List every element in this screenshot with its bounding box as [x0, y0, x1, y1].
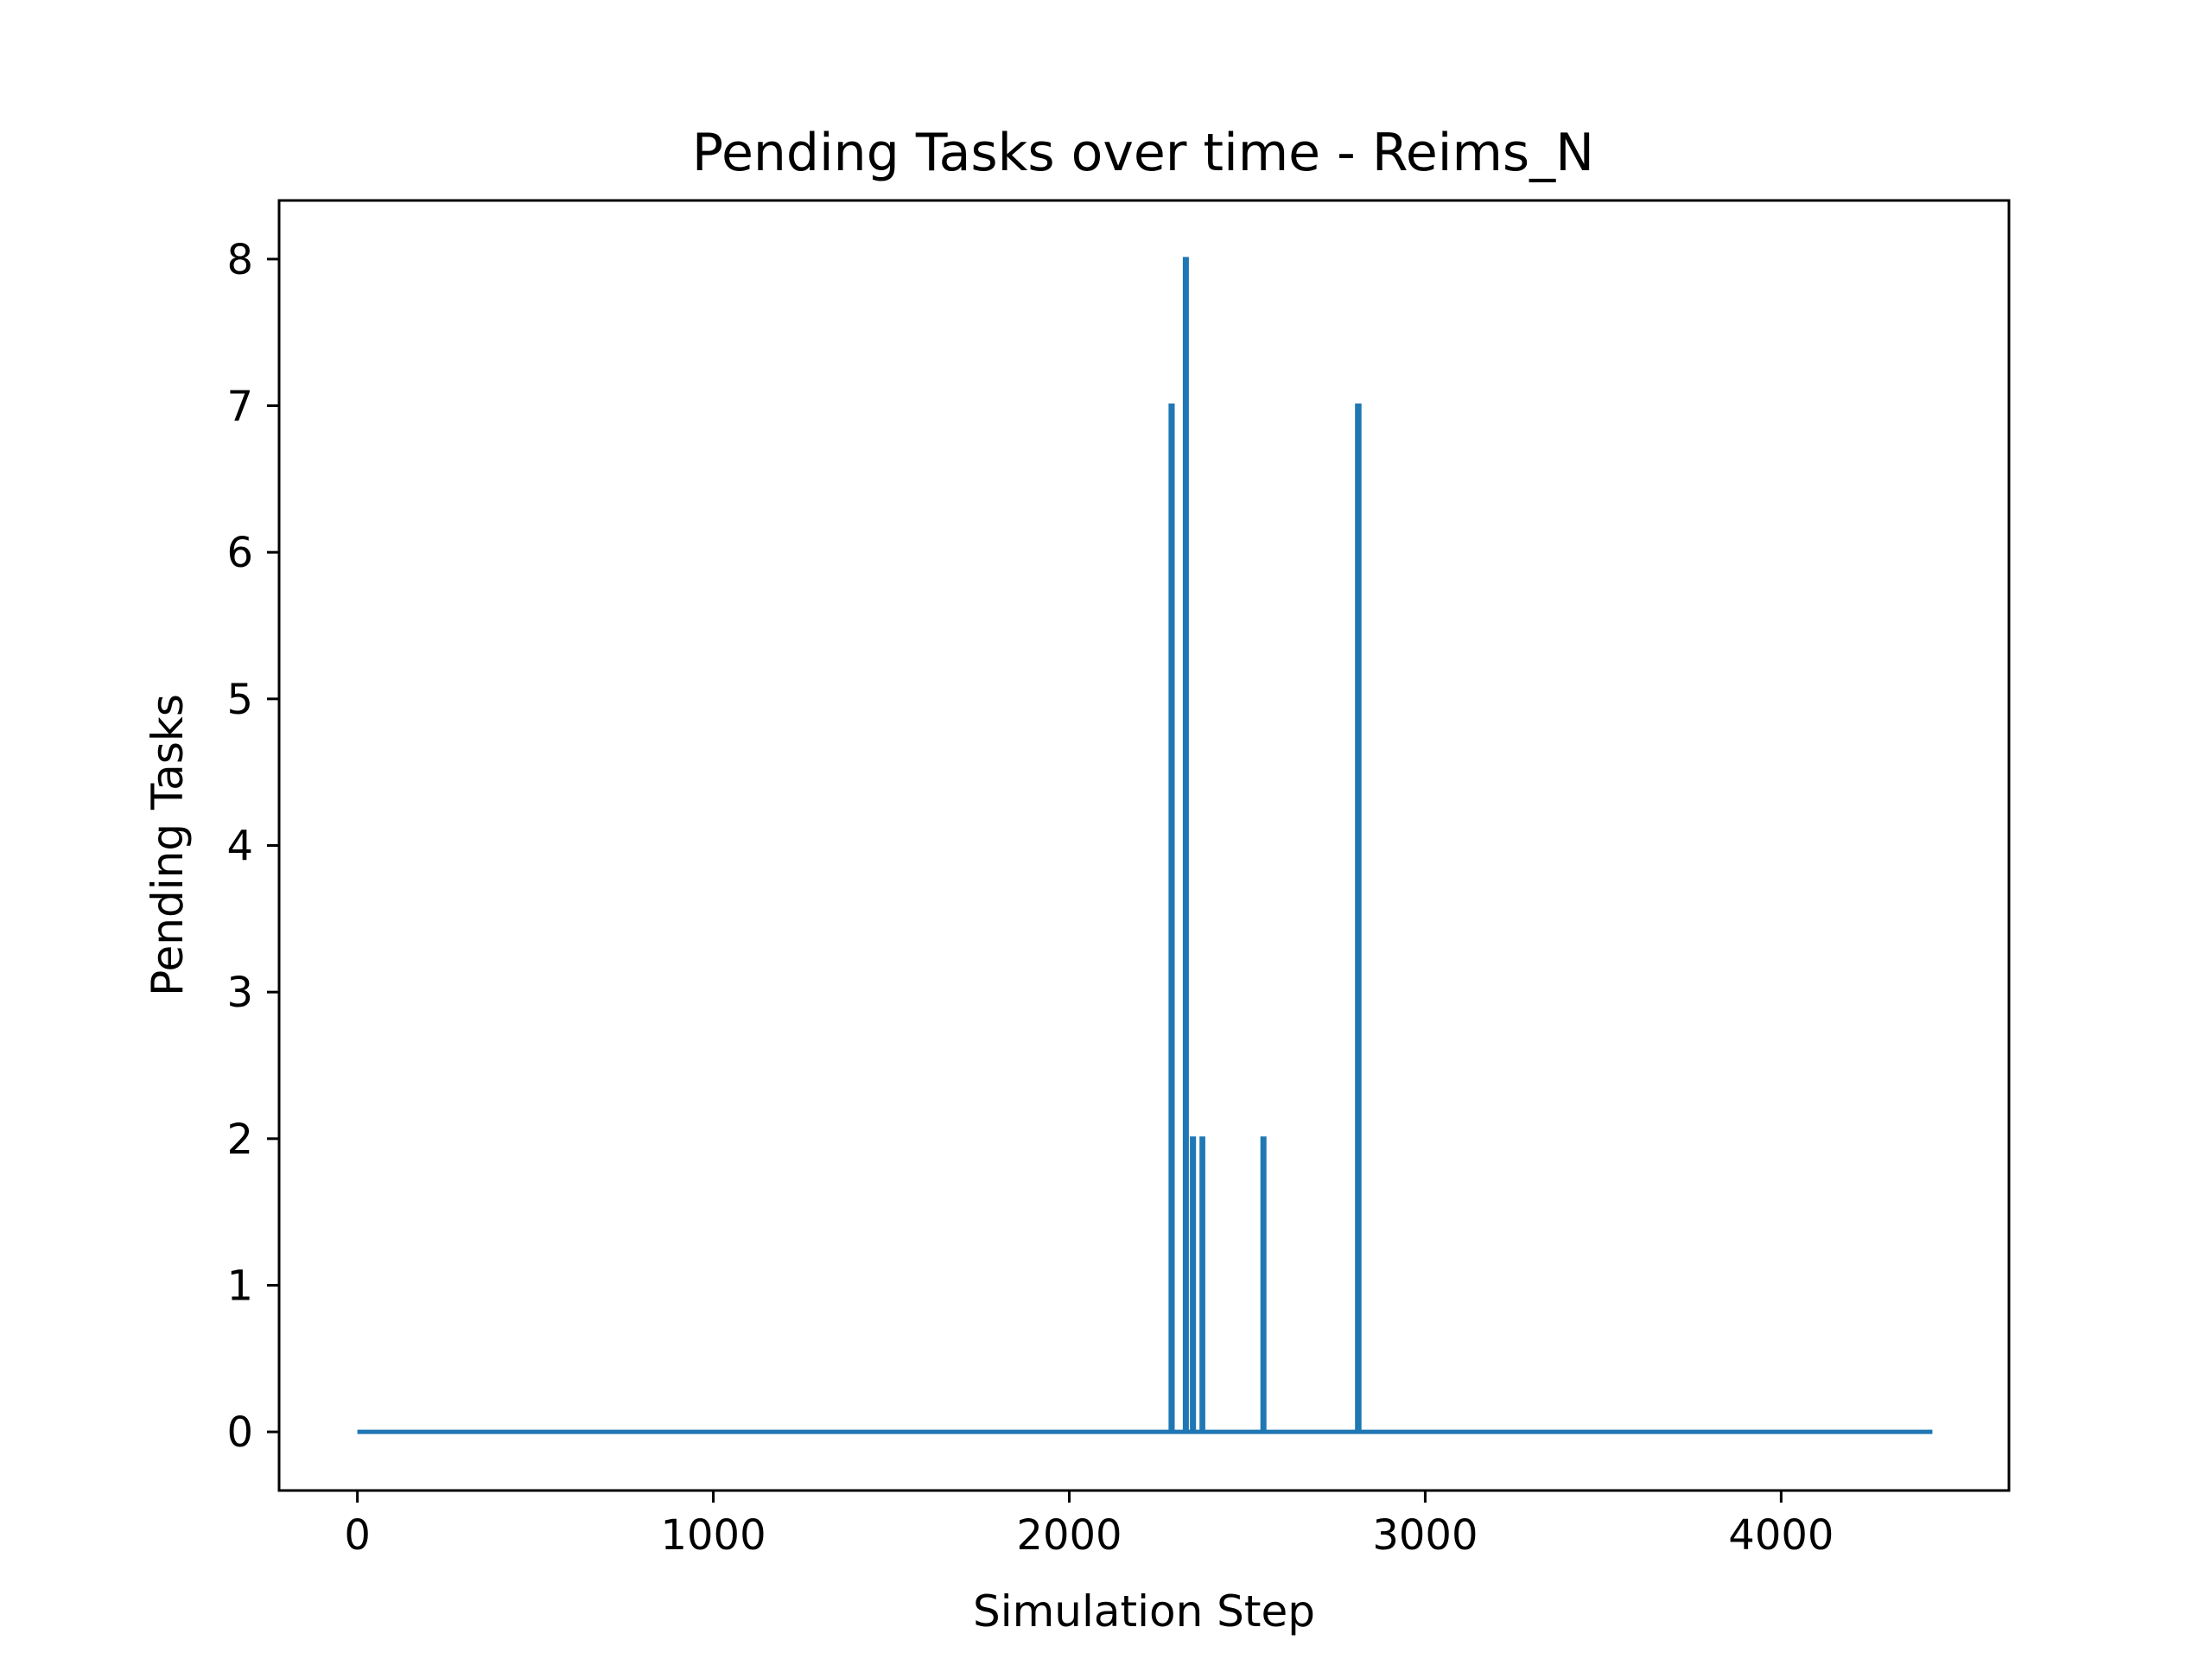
y-tick-label: 1: [226, 1262, 253, 1310]
x-tick-label: 2000: [1016, 1511, 1122, 1560]
y-tick-label: 7: [226, 383, 253, 431]
axes-frame: [277, 199, 2011, 1492]
y-tick-label: 2: [226, 1116, 253, 1164]
x-tick-label: 3000: [1372, 1511, 1478, 1560]
chart-title: Pending Tasks over time - Reims_N: [692, 123, 1594, 183]
plot-area: [357, 257, 1933, 1434]
y-tick-label: 5: [226, 676, 253, 724]
x-tick-label: 4000: [1728, 1511, 1834, 1560]
x-axis: 0 1000 2000 3000 4000: [344, 1491, 1834, 1560]
y-tick-label: 0: [226, 1408, 253, 1457]
y-tick-label: 6: [226, 529, 253, 577]
series-line-0: [357, 257, 1933, 1434]
x-tick-label: 0: [344, 1511, 371, 1560]
y-tick-label: 4: [226, 823, 253, 871]
y-axis: 0 1 2 3 4 5 6 7 8: [226, 236, 279, 1457]
x-tick-label: 1000: [660, 1511, 766, 1560]
y-tick-label: 8: [226, 236, 253, 284]
x-axis-label: Simulation Step: [973, 1586, 1315, 1637]
y-tick-label: 3: [226, 969, 253, 1017]
y-axis-label: Pending Tasks: [143, 694, 193, 996]
